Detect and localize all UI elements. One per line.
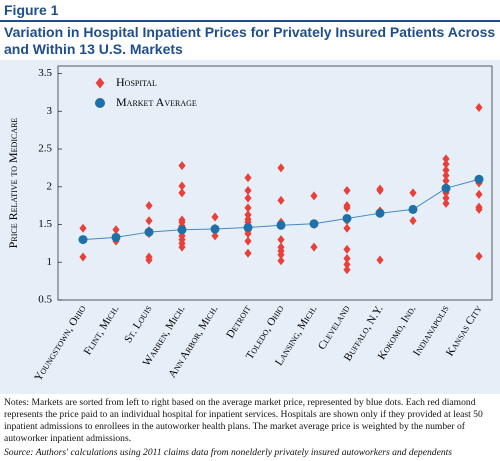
y-tick-label: 2 — [47, 180, 53, 192]
market-average-dot — [309, 219, 319, 229]
hospital-diamond — [178, 181, 186, 191]
market-average-dot — [210, 224, 220, 234]
hospital-diamond — [112, 225, 120, 235]
hospital-diamond — [343, 260, 351, 270]
hospital-diamond — [211, 212, 219, 222]
hospital-diamond — [145, 216, 153, 226]
hospital-diamond — [277, 250, 285, 260]
hospital-diamond — [310, 242, 318, 252]
figure-label: Figure 1 — [0, 0, 500, 22]
hospital-diamond — [442, 198, 450, 208]
chart-title: Variation in Hospital Inpatient Prices f… — [4, 24, 496, 57]
y-axis-label: Price Relative to Medicare — [6, 118, 20, 249]
y-tick-label: 3 — [47, 105, 53, 117]
hospital-diamond — [343, 244, 351, 254]
legend-label: Market Average — [116, 95, 197, 109]
legend-dot — [95, 98, 105, 108]
hospital-diamond — [178, 242, 186, 252]
hospital-diamond — [277, 235, 285, 245]
chart: Price Relative to Medicare 0.5 1 1.5 2 2.5 3 3… — [0, 60, 500, 394]
notes: Notes: Markets are sorted from left to r… — [4, 397, 483, 444]
hospital-diamond — [310, 191, 318, 201]
market-average-dot — [111, 232, 121, 242]
hospital-diamond — [475, 204, 483, 214]
hospital-diamond — [376, 186, 384, 196]
hospital-diamond — [475, 189, 483, 199]
hospital-diamond — [178, 188, 186, 198]
plot-frame — [57, 65, 493, 301]
market-average-dot — [441, 183, 451, 193]
hospital-diamond — [475, 251, 483, 261]
market-average-dot — [474, 174, 484, 184]
hospital-diamond — [277, 195, 285, 205]
hospital-diamond — [244, 248, 252, 258]
y-tick-label: 0.5 — [38, 294, 52, 306]
hospital-diamond — [145, 201, 153, 211]
hospital-diamond — [409, 216, 417, 226]
market-average-dot — [276, 220, 286, 230]
hospital-diamond — [244, 186, 252, 196]
hospital-diamond — [79, 252, 87, 262]
market-average-dot — [408, 204, 418, 214]
hospital-diamond — [343, 253, 351, 263]
hospital-diamond — [244, 173, 252, 183]
legend-label: Hospital — [116, 75, 157, 89]
hospital-diamond — [442, 176, 450, 186]
hospital-diamond — [244, 210, 252, 220]
source: Source: Authors' calculations using 2011… — [4, 447, 453, 458]
market-average-dot — [144, 227, 154, 237]
market-average-dot — [78, 235, 88, 245]
hospital-diamond — [178, 161, 186, 171]
legend-diamond — [95, 77, 105, 89]
y-tick-label: 1.5 — [38, 218, 52, 230]
hospital-diamond — [277, 163, 285, 173]
hospital-diamond — [475, 103, 483, 113]
market-average-dot — [177, 225, 187, 235]
hospital-diamond — [277, 256, 285, 266]
hospital-diamond — [343, 203, 351, 213]
hospital-diamond — [343, 186, 351, 196]
hospital-diamond — [442, 154, 450, 164]
hospital-diamond — [244, 193, 252, 203]
hospital-diamond — [343, 223, 351, 233]
market-average-dot — [243, 223, 253, 233]
hospital-diamond — [376, 255, 384, 265]
hospital-diamond — [343, 265, 351, 275]
market-average-dot — [375, 208, 385, 218]
y-tick-label: 1 — [47, 256, 53, 268]
hospital-diamond — [244, 203, 252, 213]
y-tick-label: 3.5 — [38, 67, 52, 79]
hospital-diamond — [442, 170, 450, 180]
hospital-diamond — [244, 236, 252, 246]
hospital-diamond — [442, 193, 450, 203]
hospital-diamond — [442, 159, 450, 169]
hospital-diamond — [409, 188, 417, 198]
market-average-dot — [342, 213, 352, 223]
y-tick-label: 2.5 — [38, 143, 52, 155]
hospital-diamond — [442, 165, 450, 175]
hospital-diamond — [211, 231, 219, 241]
hospital-diamond — [79, 223, 87, 233]
